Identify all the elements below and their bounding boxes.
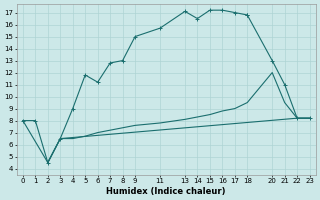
X-axis label: Humidex (Indice chaleur): Humidex (Indice chaleur): [107, 187, 226, 196]
